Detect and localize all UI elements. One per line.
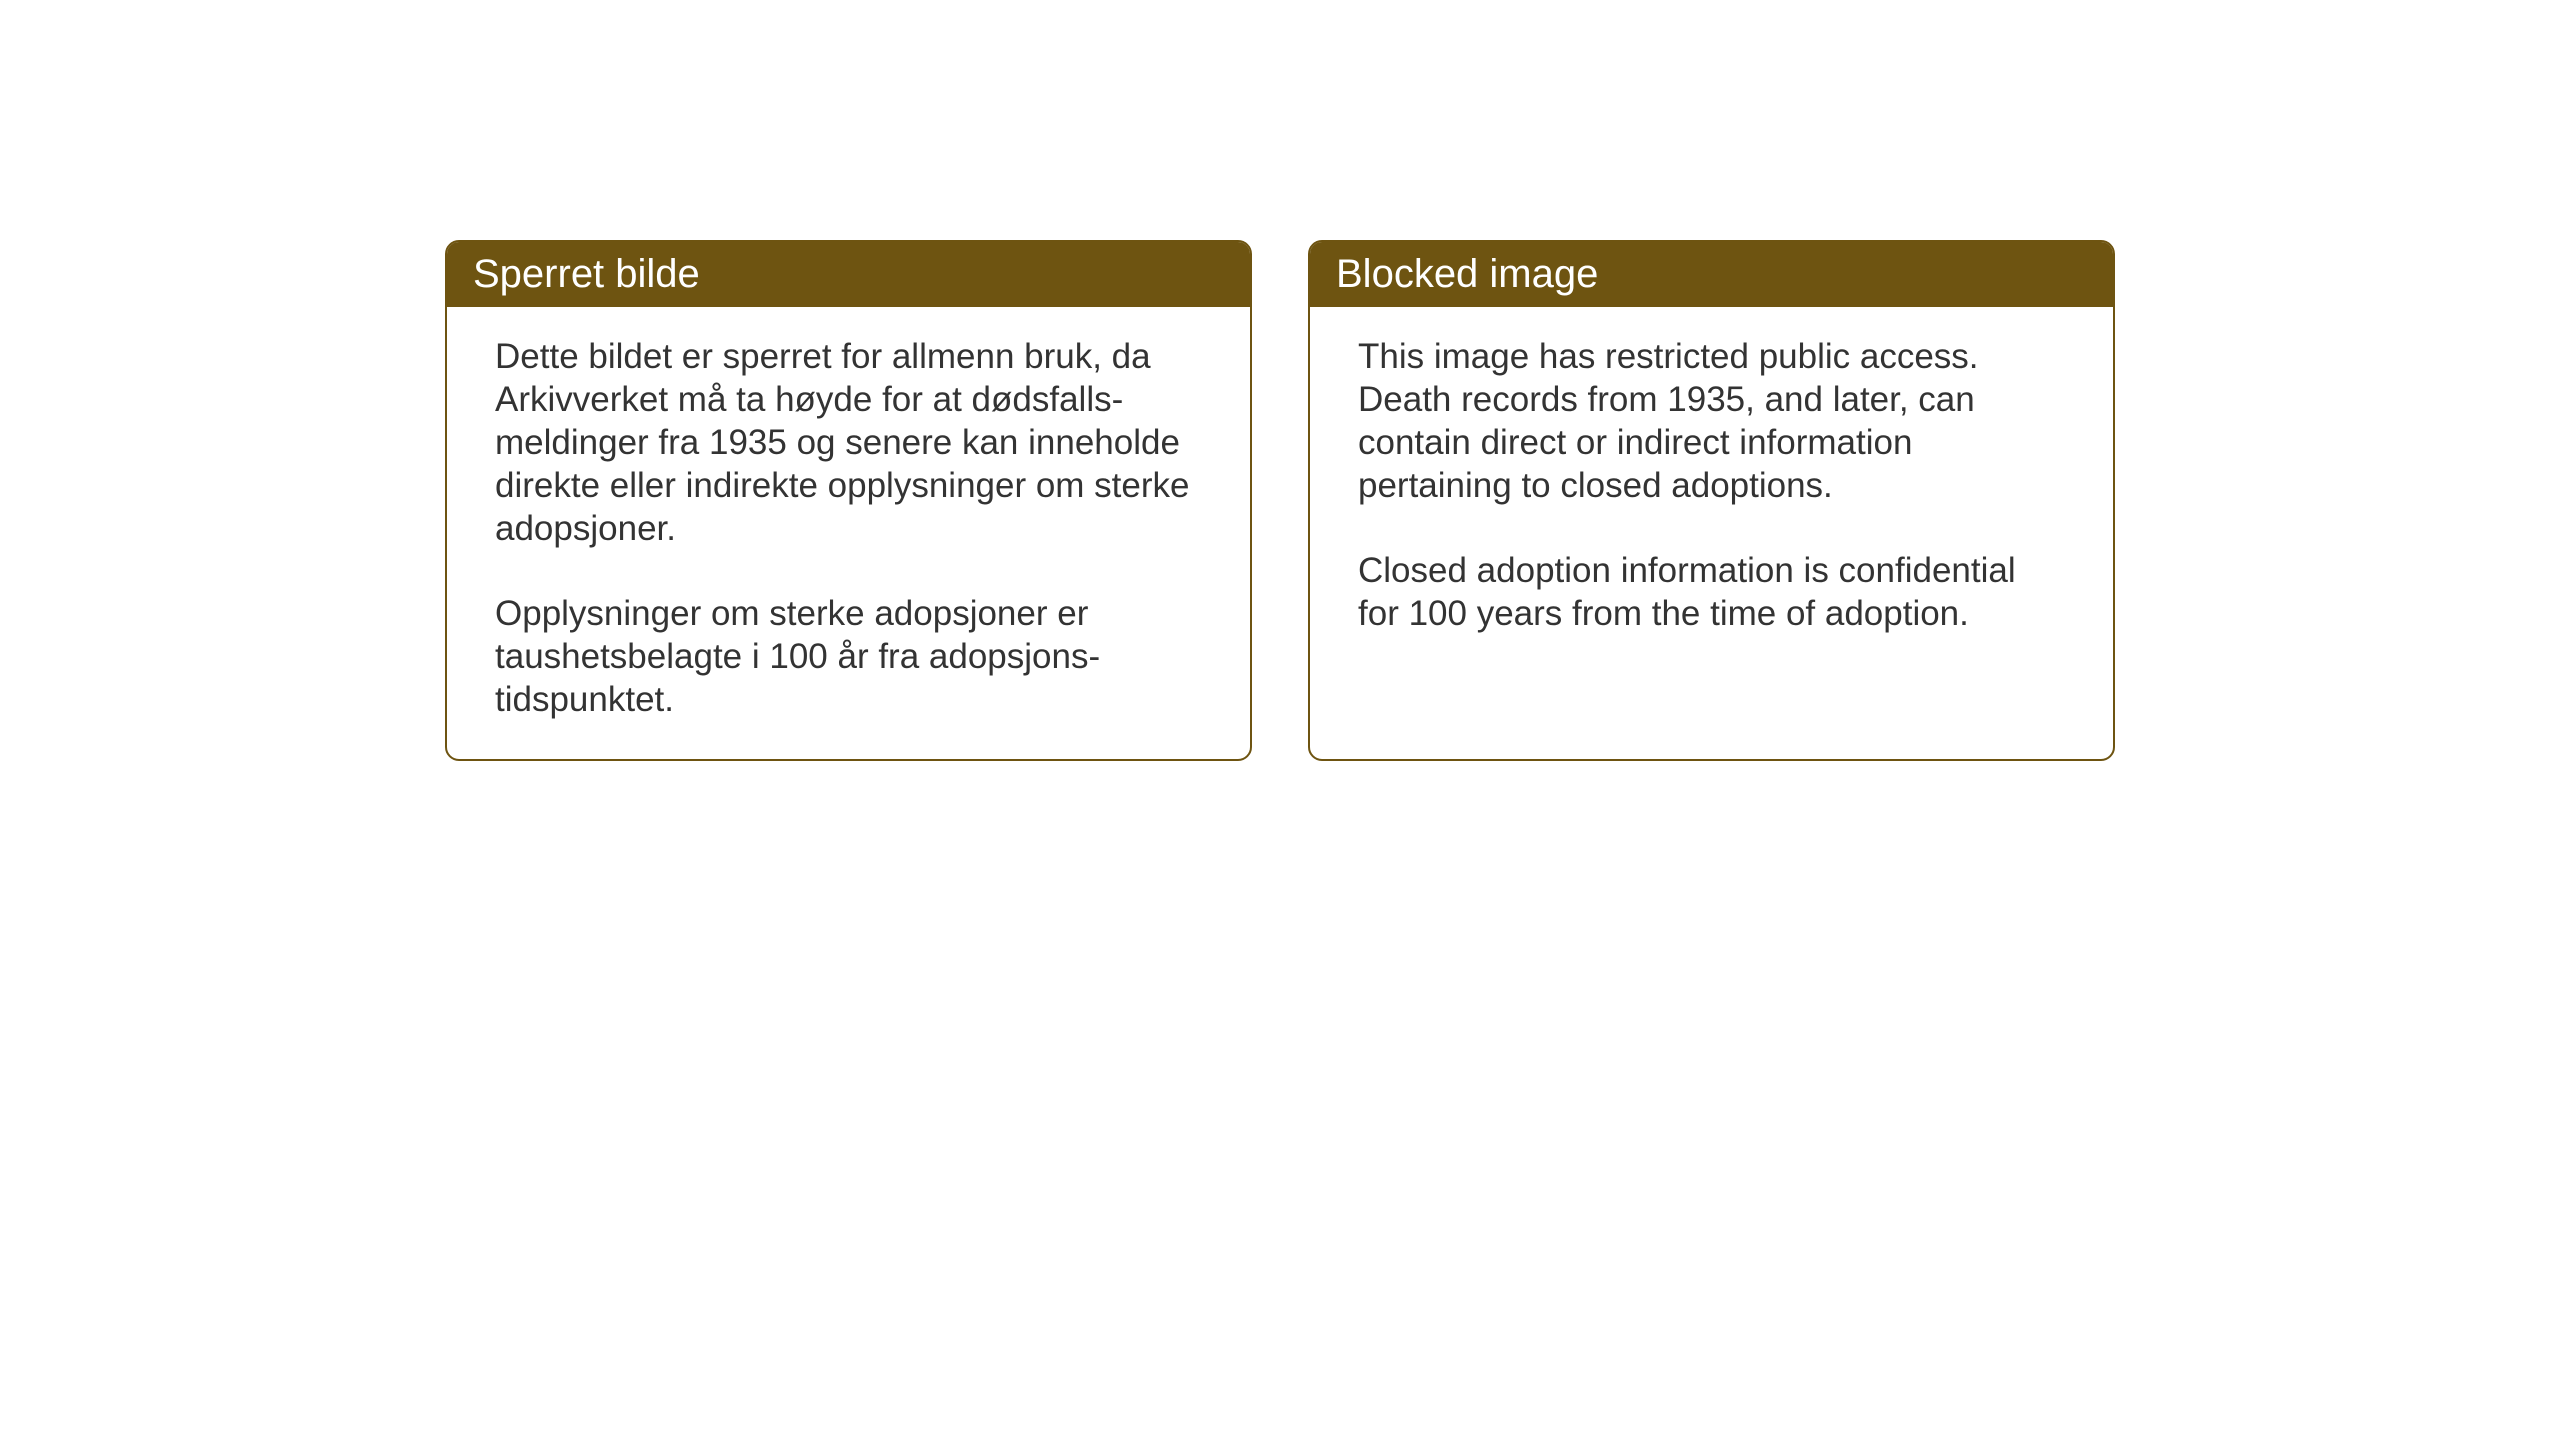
- card-title: Sperret bilde: [473, 252, 700, 296]
- card-paragraph: Dette bildet er sperret for allmenn bruk…: [495, 335, 1202, 550]
- card-body-english: This image has restricted public access.…: [1310, 307, 2113, 673]
- card-header-norwegian: Sperret bilde: [447, 242, 1250, 307]
- card-paragraph: This image has restricted public access.…: [1358, 335, 2065, 507]
- card-body-norwegian: Dette bildet er sperret for allmenn bruk…: [447, 307, 1250, 759]
- card-paragraph: Opplysninger om sterke adopsjoner er tau…: [495, 592, 1202, 721]
- card-title: Blocked image: [1336, 252, 1598, 296]
- notice-card-english: Blocked image This image has restricted …: [1308, 240, 2115, 761]
- notice-container: Sperret bilde Dette bildet er sperret fo…: [445, 240, 2115, 761]
- card-paragraph: Closed adoption information is confident…: [1358, 549, 2065, 635]
- notice-card-norwegian: Sperret bilde Dette bildet er sperret fo…: [445, 240, 1252, 761]
- card-header-english: Blocked image: [1310, 242, 2113, 307]
